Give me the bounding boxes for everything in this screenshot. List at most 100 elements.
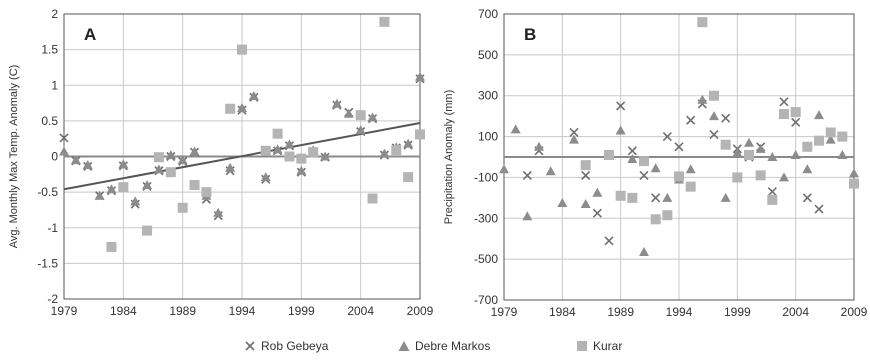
data-point-debre-markos bbox=[814, 110, 824, 120]
chart-panel-a: 1979 1984 1989 1994 1999 2004 2009 2 1.5 1 0.5 0 -0.… bbox=[8, 7, 434, 318]
y-tick-label: 100 bbox=[478, 130, 498, 144]
data-point-debre-markos bbox=[755, 143, 766, 153]
data-point-kurar bbox=[662, 210, 673, 221]
data-point-debre-markos bbox=[720, 192, 731, 202]
data-point-debre-markos bbox=[177, 155, 188, 165]
data-point-debre-markos bbox=[320, 151, 331, 161]
data-point-kurar bbox=[296, 153, 307, 164]
data-point-rob-gebeya bbox=[569, 127, 579, 138]
data-point-debre-markos bbox=[237, 103, 247, 113]
data-point-kurar bbox=[849, 178, 859, 189]
data-point-rob-gebeya bbox=[709, 129, 719, 140]
y-axis-label: Avg. Monthly Max Temp. Anomaly (C) bbox=[8, 65, 20, 249]
data-point-rob-gebeya bbox=[779, 97, 789, 107]
data-point-kurar bbox=[153, 152, 164, 163]
data-point-kurar bbox=[732, 172, 743, 183]
data-point-debre-markos bbox=[165, 150, 176, 160]
data-point-debre-markos bbox=[415, 71, 425, 81]
data-point-kurar bbox=[580, 160, 591, 171]
square-icon bbox=[577, 341, 587, 351]
legend-label: Kurar bbox=[593, 339, 623, 353]
data-point-debre-markos bbox=[744, 137, 754, 147]
data-point-kurar bbox=[720, 139, 731, 150]
legend: Rob Gebeya Debre Markos Kurar bbox=[0, 339, 870, 359]
x-tick-label: 1984 bbox=[110, 304, 137, 318]
legend-item-kurar: Kurar bbox=[576, 339, 622, 353]
y-tick-label: 2 bbox=[51, 7, 58, 21]
data-point-kurar bbox=[177, 202, 188, 213]
data-point-kurar bbox=[802, 141, 813, 152]
data-point-kurar bbox=[165, 167, 176, 178]
data-point-kurar bbox=[814, 135, 824, 146]
data-point-debre-markos bbox=[790, 149, 801, 159]
y-tick-label: 500 bbox=[478, 48, 498, 62]
data-point-debre-markos bbox=[379, 148, 390, 158]
y-tick-label: 700 bbox=[478, 7, 498, 21]
data-point-debre-markos bbox=[296, 165, 307, 175]
data-point-debre-markos bbox=[403, 138, 414, 148]
data-point-debre-markos bbox=[94, 190, 105, 200]
x-tick-label: 1979 bbox=[51, 304, 78, 318]
data-point-debre-markos bbox=[580, 198, 591, 208]
data-point-rob-gebeya bbox=[604, 236, 614, 246]
data-point-kurar bbox=[189, 180, 200, 190]
data-point-debre-markos bbox=[260, 172, 271, 182]
data-point-kurar bbox=[403, 172, 414, 183]
data-point-kurar bbox=[755, 170, 766, 181]
data-point-kurar bbox=[615, 190, 626, 201]
data-point-kurar bbox=[118, 182, 129, 193]
data-point-rob-gebeya bbox=[791, 117, 801, 127]
data-point-rob-gebeya bbox=[522, 170, 532, 180]
data-point-kurar bbox=[379, 16, 390, 27]
legend-item-rob-gebeya: Rob Gebeya bbox=[244, 339, 328, 353]
data-point-debre-markos bbox=[272, 144, 283, 154]
data-point-kurar bbox=[650, 214, 661, 225]
data-point-debre-markos bbox=[767, 152, 778, 161]
data-point-debre-markos bbox=[592, 187, 603, 197]
data-point-kurar bbox=[767, 194, 778, 205]
data-point-debre-markos bbox=[70, 155, 81, 165]
data-point-debre-markos bbox=[59, 146, 69, 156]
data-point-kurar bbox=[225, 103, 236, 114]
data-point-kurar bbox=[284, 151, 295, 162]
data-point-kurar bbox=[744, 149, 754, 160]
y-tick-label: 0 bbox=[51, 150, 58, 164]
data-point-kurar bbox=[604, 149, 614, 160]
data-point-debre-markos bbox=[499, 164, 509, 174]
data-point-debre-markos bbox=[662, 192, 673, 202]
data-point-kurar bbox=[391, 145, 402, 156]
x-tick-label: 1989 bbox=[607, 305, 634, 319]
data-point-rob-gebeya bbox=[616, 101, 626, 111]
data-point-debre-markos bbox=[343, 108, 354, 118]
legend-item-debre-markos: Debre Markos bbox=[398, 339, 490, 353]
data-point-debre-markos bbox=[225, 162, 236, 172]
data-point-rob-gebeya bbox=[767, 187, 777, 197]
y-tick-label: -1 bbox=[47, 221, 58, 235]
data-point-rob-gebeya bbox=[651, 193, 661, 203]
data-point-debre-markos bbox=[355, 125, 366, 135]
panel-label: A bbox=[84, 25, 96, 44]
data-point-kurar bbox=[415, 129, 425, 140]
y-axis-label: Precipitation Anomaly (mm) bbox=[443, 90, 455, 225]
data-point-kurar bbox=[779, 109, 789, 120]
data-point-rob-gebeya bbox=[814, 204, 824, 214]
x-tick-label: 1994 bbox=[666, 305, 693, 319]
data-point-debre-markos bbox=[106, 184, 117, 194]
data-point-debre-markos bbox=[557, 197, 568, 207]
data-point-debre-markos bbox=[331, 98, 342, 108]
data-point-rob-gebeya bbox=[59, 133, 69, 143]
data-point-rob-gebeya bbox=[686, 115, 696, 125]
data-point-debre-markos bbox=[545, 166, 556, 176]
y-tick-label: -500 bbox=[474, 252, 498, 266]
data-point-kurar bbox=[697, 17, 708, 28]
legend-label: Rob Gebeya bbox=[261, 339, 329, 353]
y-tick-label: -1.5 bbox=[37, 256, 58, 270]
data-point-kurar bbox=[367, 193, 378, 204]
y-tick-label: 300 bbox=[478, 89, 498, 103]
x-icon bbox=[245, 341, 255, 351]
data-point-debre-markos bbox=[837, 149, 848, 159]
data-point-kurar bbox=[308, 147, 319, 158]
data-point-kurar bbox=[790, 107, 801, 118]
data-point-kurar bbox=[674, 171, 684, 182]
data-point-debre-markos bbox=[142, 180, 153, 189]
